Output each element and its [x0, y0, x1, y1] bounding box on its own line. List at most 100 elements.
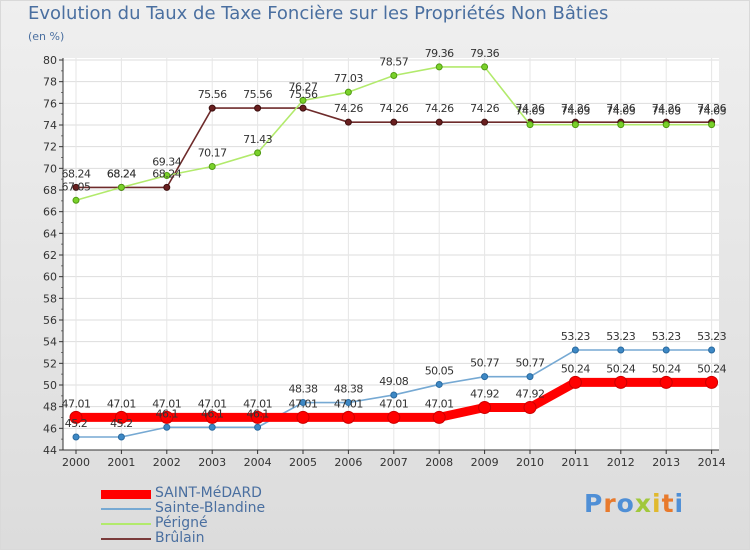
data-point-brulain	[254, 104, 262, 112]
proxiti-logo: Proxiti	[584, 489, 684, 518]
x-tick-label: 2012	[607, 456, 635, 469]
data-label-saint-medard: 47.92	[516, 388, 545, 401]
data-label-perigne: 69.34	[152, 155, 181, 168]
data-point-perigne	[299, 96, 307, 104]
legend-item-saint-medard: SAINT-MéDARD	[101, 485, 361, 501]
data-label-sainte-blandine: 53.23	[606, 330, 635, 343]
data-point-sainte-blandine	[163, 423, 171, 431]
data-label-brulain: 68.24	[107, 167, 136, 180]
x-tick-label: 2010	[516, 456, 544, 469]
logo-letter: i	[674, 489, 685, 518]
data-label-brulain: 74.26	[697, 102, 726, 115]
data-point-saint-medard	[341, 410, 355, 424]
data-point-sainte-blandine	[617, 346, 625, 354]
data-label-saint-medard: 47.01	[198, 397, 227, 410]
y-tick-label: 76	[43, 97, 57, 110]
y-tick-label: 56	[43, 314, 57, 327]
data-point-perigne	[571, 121, 579, 129]
data-label-brulain: 75.56	[198, 88, 227, 101]
x-tick-label: 2005	[289, 456, 317, 469]
legend-label-perigne: Périgné	[155, 515, 208, 531]
data-label-sainte-blandine: 50.77	[470, 357, 499, 370]
data-point-perigne	[617, 121, 625, 129]
data-label-saint-medard: 47.01	[425, 397, 454, 410]
logo-letter: o	[616, 489, 635, 518]
legend-swatch-sainte-blandine	[101, 507, 151, 510]
data-label-brulain: 74.26	[425, 102, 454, 115]
data-point-saint-medard	[296, 410, 310, 424]
data-point-saint-medard	[659, 375, 673, 389]
data-point-saint-medard	[387, 410, 401, 424]
data-point-saint-medard	[69, 410, 83, 424]
data-point-sainte-blandine	[526, 373, 534, 381]
data-point-brulain	[163, 183, 171, 191]
data-label-brulain: 74.26	[379, 102, 408, 115]
data-label-brulain: 74.26	[516, 102, 545, 115]
data-point-perigne	[117, 183, 125, 191]
data-label-brulain: 68.24	[62, 167, 91, 180]
data-label-perigne: 68.24	[107, 167, 136, 180]
data-label-sainte-blandine: 50.05	[425, 364, 454, 377]
data-label-perigne: 74.03	[652, 105, 681, 118]
x-tick-label: 2007	[380, 456, 408, 469]
data-point-saint-medard	[251, 410, 265, 424]
data-label-saint-medard: 47.01	[289, 397, 318, 410]
data-point-saint-medard	[114, 410, 128, 424]
legend-item-brulain: Brûlain	[101, 530, 361, 546]
data-label-saint-medard: 47.01	[379, 397, 408, 410]
data-label-sainte-blandine: 48.38	[334, 383, 363, 396]
data-point-brulain	[299, 104, 307, 112]
data-point-saint-medard	[523, 401, 537, 415]
data-label-sainte-blandine: 45.2	[65, 417, 88, 430]
data-label-saint-medard: 47.01	[243, 397, 272, 410]
data-label-perigne: 74.03	[606, 105, 635, 118]
data-label-sainte-blandine: 46.1	[246, 407, 269, 420]
y-tick-label: 80	[43, 54, 57, 67]
data-label-saint-medard: 47.01	[107, 397, 136, 410]
legend-item-perigne: Périgné	[101, 515, 361, 531]
data-point-sainte-blandine	[72, 433, 80, 441]
data-point-sainte-blandine	[708, 346, 716, 354]
legend-swatch-brulain	[101, 537, 151, 540]
data-label-brulain: 75.56	[243, 88, 272, 101]
legend-swatch-saint-medard	[101, 489, 151, 499]
data-point-perigne	[662, 121, 670, 129]
data-label-sainte-blandine: 53.23	[697, 330, 726, 343]
data-point-sainte-blandine	[208, 423, 216, 431]
y-tick-label: 68	[43, 184, 57, 197]
data-label-perigne: 67.05	[62, 180, 91, 193]
x-tick-label: 2006	[334, 456, 362, 469]
y-tick-label: 72	[43, 141, 57, 154]
y-tick-label: 60	[43, 271, 57, 284]
data-label-perigne: 71.43	[243, 133, 272, 146]
data-point-perigne	[481, 63, 489, 71]
y-tick-label: 50	[43, 379, 57, 392]
data-label-perigne: 79.36	[425, 47, 454, 60]
legend-label-saint-medard: SAINT-MéDARD	[155, 485, 262, 501]
data-label-brulain: 74.26	[652, 102, 681, 115]
logo-letter: x	[634, 489, 652, 518]
data-point-brulain	[208, 104, 216, 112]
data-point-perigne	[526, 121, 534, 129]
data-point-sainte-blandine	[662, 346, 670, 354]
data-point-brulain	[344, 118, 352, 126]
y-tick-label: 54	[43, 336, 57, 349]
y-tick-label: 52	[43, 357, 57, 370]
y-tick-label: 74	[43, 119, 57, 132]
data-point-brulain	[72, 183, 80, 191]
data-label-brulain: 74.26	[606, 102, 635, 115]
data-label-saint-medard: 47.01	[334, 397, 363, 410]
data-point-brulain	[481, 118, 489, 126]
y-tick-label: 58	[43, 292, 57, 305]
data-label-perigne: 74.03	[516, 105, 545, 118]
data-point-perigne	[435, 63, 443, 71]
data-point-sainte-blandine	[299, 399, 307, 407]
data-label-sainte-blandine: 49.08	[379, 375, 408, 388]
logo-letter: t	[661, 489, 675, 518]
data-label-sainte-blandine: 46.1	[156, 407, 179, 420]
y-tick-label: 48	[43, 401, 57, 414]
y-tick-label: 66	[43, 206, 57, 219]
data-label-perigne: 76.27	[289, 80, 318, 93]
data-point-perigne	[344, 88, 352, 96]
